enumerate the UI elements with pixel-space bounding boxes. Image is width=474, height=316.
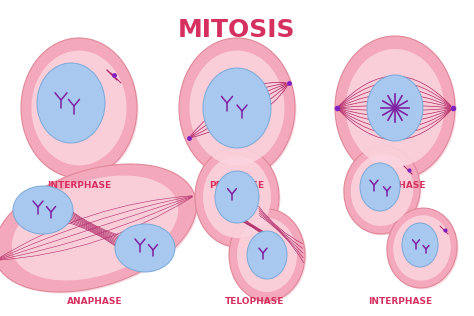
Ellipse shape [402, 223, 438, 267]
Ellipse shape [387, 208, 457, 288]
Ellipse shape [335, 36, 455, 180]
Ellipse shape [12, 175, 178, 281]
Text: METAPHASE: METAPHASE [364, 181, 426, 190]
Ellipse shape [367, 75, 423, 141]
Text: INTERPHASE: INTERPHASE [47, 181, 111, 190]
Ellipse shape [247, 231, 287, 279]
Ellipse shape [337, 38, 456, 181]
Ellipse shape [31, 51, 127, 165]
Ellipse shape [203, 156, 271, 238]
Ellipse shape [344, 146, 420, 234]
Ellipse shape [190, 51, 284, 165]
Ellipse shape [346, 148, 422, 235]
Ellipse shape [13, 186, 73, 234]
Text: PROPHASE: PROPHASE [210, 181, 264, 190]
Ellipse shape [0, 166, 198, 294]
Ellipse shape [195, 147, 279, 247]
Text: TELOPHASE: TELOPHASE [225, 297, 285, 306]
Text: MITOSIS: MITOSIS [178, 18, 296, 42]
Ellipse shape [181, 40, 297, 179]
Ellipse shape [115, 224, 175, 272]
Ellipse shape [237, 218, 297, 292]
Ellipse shape [197, 149, 281, 248]
Ellipse shape [393, 215, 451, 281]
Ellipse shape [37, 63, 105, 143]
Ellipse shape [229, 209, 305, 301]
Ellipse shape [0, 164, 196, 292]
Ellipse shape [179, 38, 295, 178]
Ellipse shape [388, 210, 459, 289]
Ellipse shape [230, 210, 307, 302]
Ellipse shape [21, 38, 137, 178]
Ellipse shape [360, 163, 400, 211]
Ellipse shape [346, 49, 444, 167]
Text: INTERPHASE: INTERPHASE [368, 297, 432, 306]
Ellipse shape [203, 68, 271, 148]
Ellipse shape [22, 40, 138, 179]
Text: ANAPHASE: ANAPHASE [67, 297, 123, 306]
Ellipse shape [215, 171, 259, 223]
Ellipse shape [351, 154, 413, 226]
